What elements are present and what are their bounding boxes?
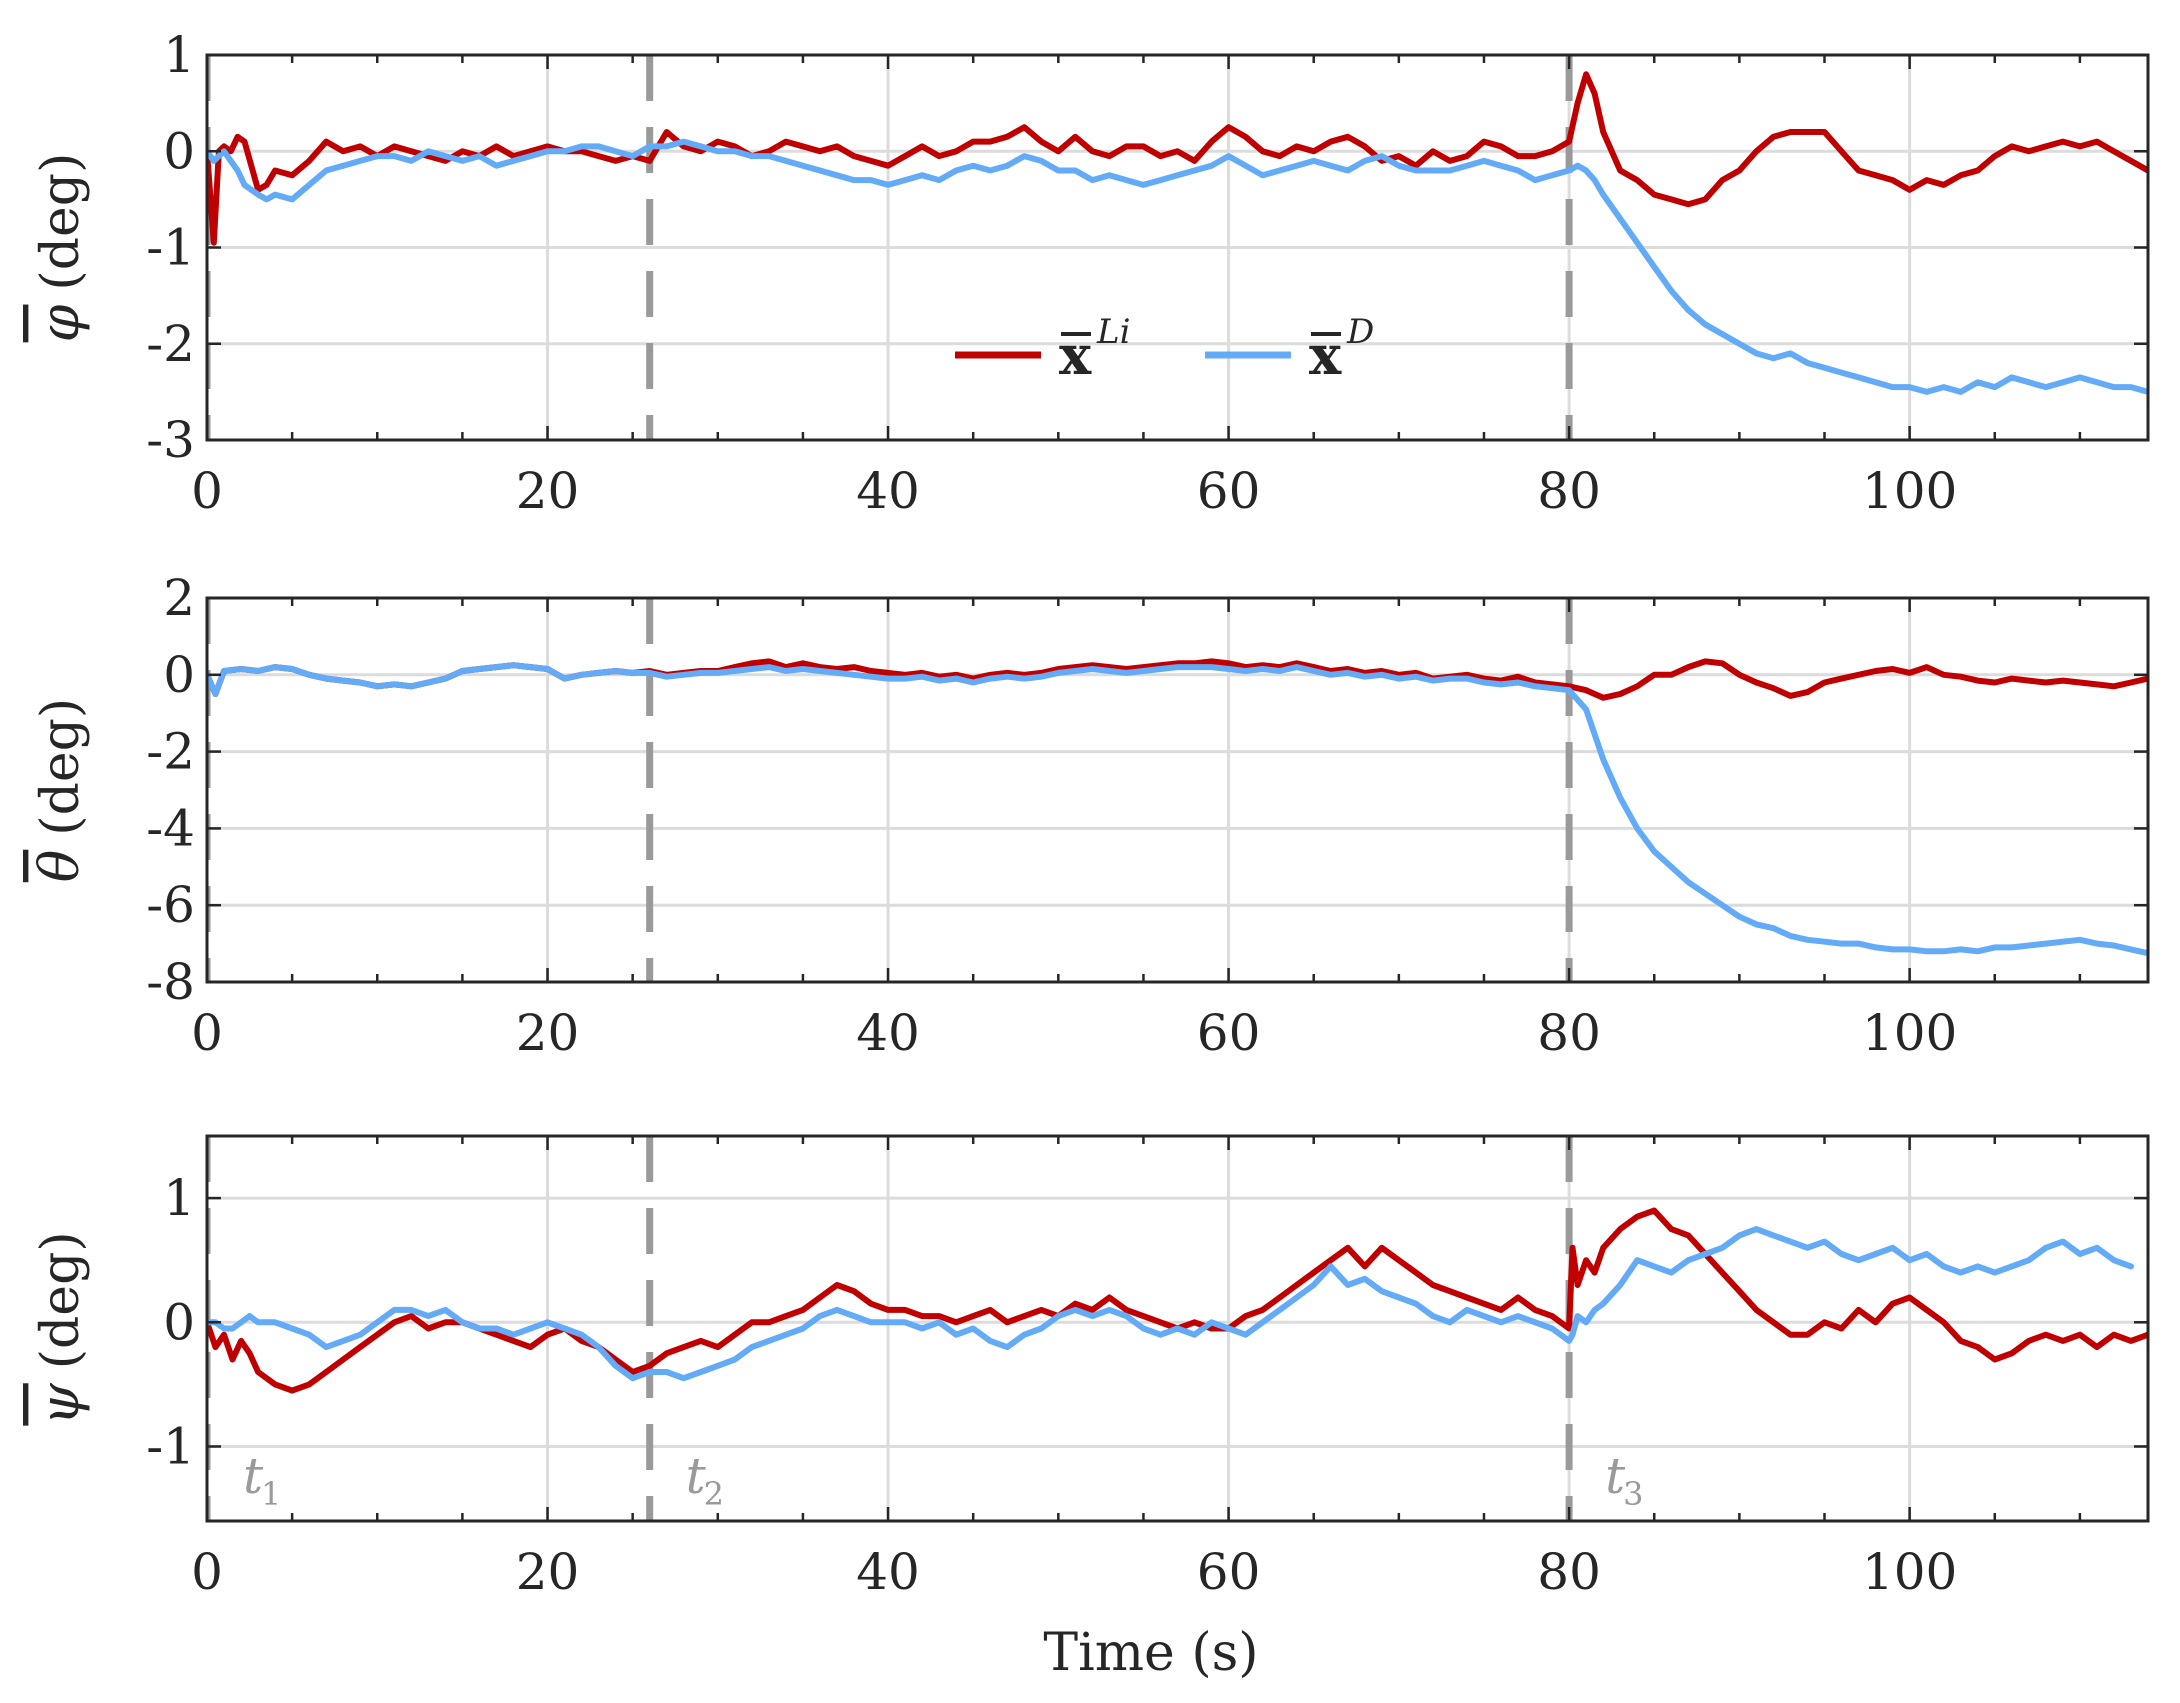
x-tick-label: 40 — [856, 1543, 920, 1601]
x-tick-label: 80 — [1537, 1004, 1601, 1062]
y-tick-label: -4 — [146, 799, 195, 857]
y-tick-label: -2 — [146, 723, 195, 781]
y-axis-label: φ (deg) — [28, 153, 91, 343]
y-axis-unit: (deg) — [31, 153, 91, 291]
event-label-sub-2: 2 — [704, 1475, 724, 1513]
x-tick-label: 60 — [1197, 1543, 1261, 1601]
x-tick-label: 100 — [1862, 1543, 1957, 1601]
legend-label-li: x — [1059, 323, 1092, 387]
y-axis-symbol: θ — [28, 850, 91, 883]
x-tick-label: 0 — [191, 1004, 223, 1062]
legend-sup-li: Li — [1096, 312, 1130, 352]
series-line-li — [207, 71, 2148, 246]
y-tick-label: 2 — [163, 569, 195, 627]
x-tick-label: 100 — [1862, 462, 1957, 520]
x-tick-label: 80 — [1537, 1543, 1601, 1601]
x-tick-label: 60 — [1197, 462, 1261, 520]
axes-box — [205, 596, 2150, 984]
x-tick-label: 40 — [856, 1004, 920, 1062]
legend-sup-d: D — [1346, 312, 1374, 352]
x-tick-label: 40 — [856, 462, 920, 520]
y-axis-symbol: φ — [28, 304, 91, 342]
axes-box — [205, 1134, 2150, 1523]
event-label-1: t — [243, 1447, 264, 1505]
y-tick-label: -8 — [146, 953, 195, 1011]
series-line-li — [207, 1207, 2148, 1394]
x-tick-label: 20 — [516, 462, 580, 520]
y-tick-label: -1 — [146, 1417, 195, 1475]
y-tick-label: -2 — [146, 315, 195, 373]
x-tick-label: 20 — [516, 1004, 580, 1062]
y-tick-label: -6 — [146, 876, 195, 934]
y-tick-label: 1 — [163, 1169, 195, 1227]
y-axis-unit: (deg) — [31, 698, 91, 836]
event-label-2: t — [686, 1447, 707, 1505]
x-tick-label: 80 — [1537, 462, 1601, 520]
x-tick-label: 60 — [1197, 1004, 1261, 1062]
event-label-sub-3: 3 — [1623, 1475, 1643, 1513]
event-label-3: t — [1605, 1447, 1626, 1505]
y-axis-label: θ (deg) — [28, 698, 91, 882]
y-tick-label: 0 — [163, 646, 195, 704]
x-tick-label: 100 — [1862, 1004, 1957, 1062]
panel-1: 0 20 40 60 80 100 1 0 -1 -2 -3 φ (deg) — [28, 26, 2150, 520]
series-line-d — [207, 662, 2148, 957]
y-tick-label: 0 — [163, 1293, 195, 1351]
y-tick-label: -3 — [146, 411, 195, 469]
y-tick-label: -1 — [146, 219, 195, 277]
x-tick-label: 20 — [516, 1543, 580, 1601]
x-tick-label: 0 — [191, 1543, 223, 1601]
series-line-d — [207, 1226, 2134, 1382]
x-axis-label: Time (s) — [1043, 1623, 1258, 1683]
series-line-d — [207, 138, 2148, 395]
y-tick-label: 1 — [163, 26, 195, 84]
y-tick-label: 0 — [163, 122, 195, 180]
y-axis-symbol: ψ — [28, 1383, 91, 1426]
y-axis-unit: (deg) — [31, 1231, 91, 1369]
legend-label-d: x — [1309, 323, 1342, 387]
event-label-sub-1: 1 — [261, 1475, 281, 1513]
x-tick-label: 0 — [191, 462, 223, 520]
legend: x Li x D — [955, 312, 1374, 387]
y-axis-label: ψ (deg) — [28, 1231, 91, 1425]
